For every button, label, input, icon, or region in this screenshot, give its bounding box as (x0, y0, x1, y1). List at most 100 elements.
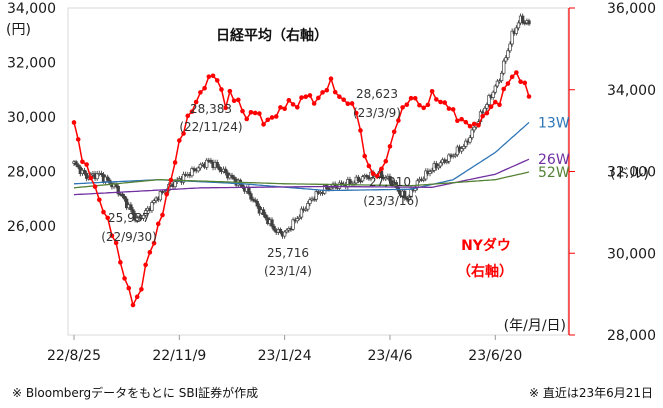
ny-dow-label: NYダウ (461, 237, 511, 254)
candle-body (516, 22, 521, 29)
left-tick-label: 34,000 (7, 1, 56, 17)
candle-body (133, 213, 137, 221)
candle-body (247, 187, 251, 195)
ny-dow-point (155, 221, 161, 227)
ny-dow-point (455, 118, 460, 124)
ny-dow-point (105, 215, 111, 221)
ma-line-52w (73, 171, 530, 189)
candle-body (337, 182, 342, 189)
ny-dow-point (492, 99, 498, 105)
left-tick-label: 28,000 (7, 165, 56, 181)
left-tick-label: 32,000 (7, 56, 56, 72)
ny-dow-point (501, 86, 507, 92)
ny-dow-point (480, 113, 485, 119)
ny-dow-point (139, 286, 144, 292)
ny-dow-point (252, 110, 258, 116)
candle-body (217, 166, 221, 171)
annotation-label: 27,010 (369, 175, 411, 189)
candle-body (84, 172, 89, 179)
candle-body (190, 168, 194, 177)
ny-dow-point (408, 95, 414, 101)
ny-dow-point (391, 129, 397, 135)
candle-body (158, 191, 163, 201)
ny-dow-point (92, 184, 98, 189)
source-note: ※ Bloombergデータをもとに SBI証券が作成 (12, 386, 259, 400)
ny-dow-point (476, 122, 481, 128)
candle-body (521, 15, 525, 24)
candle-body (506, 50, 510, 59)
ny-dow-point (522, 80, 528, 86)
ny-dow-point (353, 110, 359, 116)
ny-dow-point (134, 294, 140, 300)
candle-body (314, 191, 318, 200)
ny-dow-point (172, 160, 178, 165)
ny-dow-point (122, 276, 127, 281)
ny-dow-point (130, 302, 136, 308)
candle-body (434, 163, 438, 169)
candle-body (76, 164, 80, 168)
candle-body (462, 146, 466, 149)
annotation-date: (22/9/30) (101, 230, 157, 244)
candle-body (308, 199, 312, 204)
ma-label-13w: 13W (538, 115, 570, 131)
ny-dow-point (219, 87, 224, 92)
candle-body (491, 91, 495, 98)
candle-body (527, 20, 531, 25)
candle-body (407, 195, 411, 200)
ny-dow-point (231, 98, 237, 104)
ny-dow-point (467, 123, 473, 129)
ny-dow-point (450, 107, 456, 112)
candle-body (415, 180, 420, 188)
candle-body (297, 216, 302, 219)
plot-area (67, 7, 569, 336)
ny-dow-point (429, 89, 435, 94)
candle-body (443, 159, 447, 163)
candle-body (388, 175, 392, 182)
candle-body (430, 170, 434, 172)
candle-body (438, 162, 443, 167)
candle-body (291, 219, 295, 230)
candle-body (472, 126, 476, 131)
chart-title: 日経平均（右軸） (216, 27, 328, 44)
ny-dow-point (202, 85, 207, 91)
candle-body (150, 202, 154, 211)
candle-body (230, 174, 234, 178)
ny-dow-point (75, 137, 81, 142)
ny-dow-point (379, 166, 384, 172)
candle-body (249, 193, 253, 200)
ny-dow-point (345, 101, 351, 107)
left-tick-label: 30,000 (7, 110, 56, 126)
ny-dow-point (442, 100, 448, 105)
candle-body (304, 208, 308, 211)
candle-body (282, 231, 287, 237)
ny-dow-point (227, 88, 233, 94)
ny-dow-point (248, 110, 254, 115)
ny-dow-point (497, 102, 502, 108)
ny-dow-axis-note: （右軸） (457, 263, 513, 280)
candle-body (428, 171, 432, 174)
ny-dow-point (290, 102, 296, 107)
candle-body (116, 186, 120, 195)
annotation-date: (23/3/16) (363, 194, 419, 208)
candle-body (495, 80, 500, 87)
ny-dow-point (509, 74, 515, 80)
ny-dow-point (273, 114, 279, 119)
ny-dow-point (518, 79, 523, 84)
ny-dow-point (294, 104, 300, 110)
candle-body (261, 209, 266, 216)
annotation-date: (23/3/9) (353, 106, 401, 120)
ny-dow-point (265, 117, 271, 123)
ny-dow-point (425, 102, 431, 108)
candle-body (173, 181, 177, 188)
candle-body (196, 167, 200, 172)
ny-dow-point (303, 94, 309, 99)
ny-dow-point (282, 106, 287, 112)
ny-dow-series (71, 70, 532, 308)
ny-dow-point (514, 70, 519, 75)
ny-dow-point (143, 262, 148, 268)
ny-dow-point (193, 99, 199, 105)
candle-body (523, 22, 527, 25)
annotation-date: (22/11/24) (179, 120, 242, 134)
